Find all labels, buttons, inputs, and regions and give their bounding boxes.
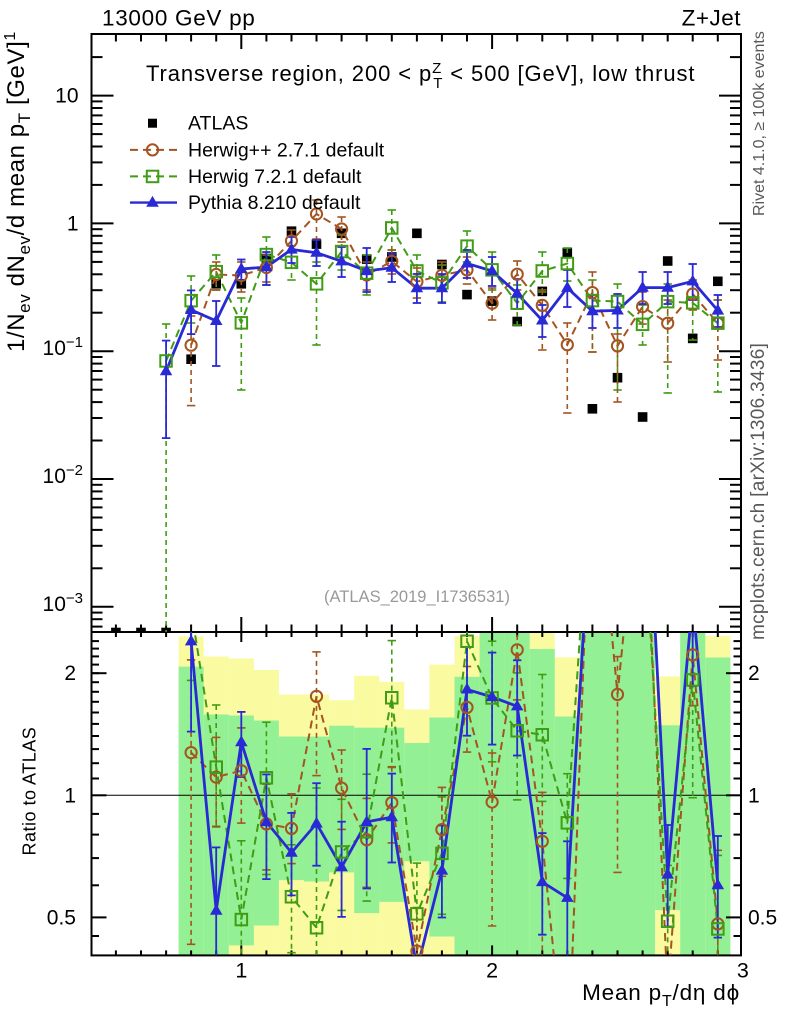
svg-text:Pythia 8.210 default: Pythia 8.210 default — [188, 192, 361, 214]
svg-text:0.5: 0.5 — [47, 906, 76, 929]
svg-text:1/Nev dNev/d mean pT [GeV]1: 1/Nev dNev/d mean pT [GeV]1 — [2, 31, 34, 352]
svg-text:Herwig 7.2.1 default: Herwig 7.2.1 default — [188, 166, 362, 188]
svg-text:2: 2 — [486, 959, 498, 983]
svg-text:1: 1 — [64, 784, 76, 807]
svg-text:3: 3 — [737, 959, 749, 983]
svg-text:1: 1 — [235, 959, 247, 983]
svg-text:10: 10 — [55, 85, 78, 108]
svg-text:ATLAS: ATLAS — [188, 113, 248, 135]
svg-text:Z+Jet: Z+Jet — [682, 6, 742, 31]
svg-text:2: 2 — [748, 662, 760, 685]
svg-text:0.5: 0.5 — [748, 906, 777, 929]
svg-text:13000 GeV pp: 13000 GeV pp — [102, 6, 256, 31]
svg-text:2: 2 — [64, 662, 76, 685]
svg-text:(ATLAS_2019_I1736531): (ATLAS_2019_I1736531) — [324, 588, 510, 606]
svg-text:1: 1 — [748, 784, 760, 807]
svg-text:1: 1 — [67, 212, 79, 235]
svg-text:Herwig++ 2.7.1 default: Herwig++ 2.7.1 default — [188, 139, 385, 161]
svg-text:mcplots.cern.ch [arXiv:1306.34: mcplots.cern.ch [arXiv:1306.3436] — [748, 343, 769, 640]
svg-text:Ratio to ATLAS: Ratio to ATLAS — [20, 727, 40, 856]
svg-text:Rivet 4.1.0, ≥ 100k events: Rivet 4.1.0, ≥ 100k events — [751, 31, 768, 216]
